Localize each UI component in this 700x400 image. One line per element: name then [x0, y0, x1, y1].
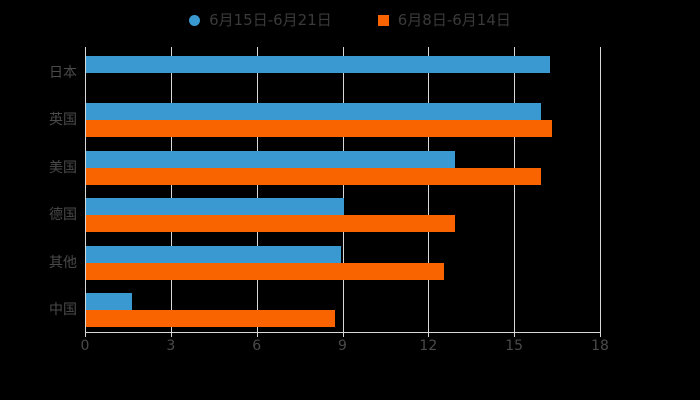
- square-marker-icon: [377, 14, 389, 26]
- legend-item-0[interactable]: 6月15日-6月21日: [189, 12, 332, 28]
- x-axis-label-3: 3: [166, 338, 176, 354]
- x-axis-label-12: 12: [419, 338, 438, 354]
- bar-中国-series-1[interactable]: [86, 310, 335, 328]
- gridline-x-6: [256, 47, 258, 332]
- bar-德国-series-0[interactable]: [86, 198, 344, 216]
- bar-美国-series-0[interactable]: [86, 150, 456, 168]
- tick-mark-6: [256, 332, 258, 337]
- plot-area: [85, 47, 601, 332]
- x-axis-label-15: 15: [505, 338, 524, 354]
- legend-label-0: 6月15日-6月21日: [209, 11, 332, 29]
- y-axis-line: [85, 47, 86, 332]
- tick-mark-9: [342, 332, 344, 337]
- bar-德国-series-1[interactable]: [86, 215, 456, 233]
- gridline-x-15: [514, 47, 516, 332]
- bar-英国-series-0[interactable]: [86, 103, 541, 121]
- bar-中国-series-0[interactable]: [86, 293, 132, 311]
- chart-legend: 6月15日-6月21日 6月8日-6月14日: [0, 8, 700, 32]
- x-axis-label-0: 0: [80, 338, 90, 354]
- x-axis-label-18: 18: [591, 338, 609, 354]
- bar-美国-series-1[interactable]: [86, 167, 541, 185]
- legend-label-1: 6月8日-6月14日: [397, 11, 511, 29]
- circle-marker-icon: [189, 14, 201, 26]
- bar-其他-series-1[interactable]: [86, 262, 444, 280]
- legend-item-1[interactable]: 6月8日-6月14日: [377, 11, 511, 29]
- y-axis-labels: 日本英国美国德国其他中国: [0, 47, 77, 332]
- x-axis-label-9: 9: [338, 338, 347, 354]
- tick-mark-18: [600, 332, 601, 337]
- tick-mark-12: [428, 332, 430, 337]
- y-axis-label-英国: 英国: [49, 112, 77, 129]
- gridline-x-18: [600, 47, 601, 332]
- bar-日本-series-0[interactable]: [86, 55, 550, 73]
- y-axis-label-美国: 美国: [49, 159, 77, 176]
- x-axis-label-6: 6: [252, 338, 262, 354]
- bar-英国-series-1[interactable]: [86, 120, 553, 138]
- bar-其他-series-0[interactable]: [86, 245, 341, 263]
- tick-mark-0: [85, 332, 86, 337]
- gridline-x-12: [428, 47, 430, 332]
- tick-mark-15: [514, 332, 516, 337]
- y-axis-label-德国: 德国: [49, 207, 77, 224]
- gridline-x-9: [342, 47, 344, 332]
- tick-mark-3: [170, 332, 172, 337]
- y-axis-label-其他: 其他: [49, 254, 77, 271]
- gridline-x-3: [170, 47, 172, 332]
- y-axis-label-中国: 中国: [49, 302, 77, 319]
- y-axis-label-日本: 日本: [49, 64, 77, 81]
